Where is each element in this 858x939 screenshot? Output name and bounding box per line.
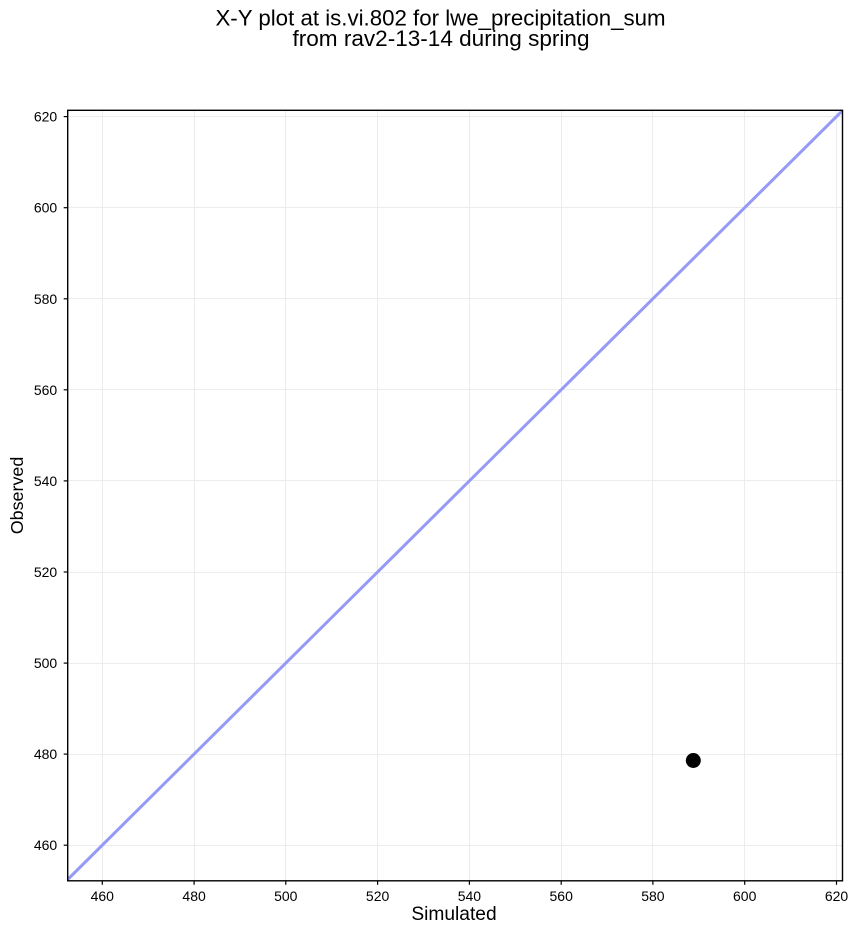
svg-text:600: 600: [34, 200, 58, 216]
svg-text:540: 540: [458, 888, 482, 904]
svg-text:460: 460: [34, 837, 58, 853]
svg-text:560: 560: [34, 382, 58, 398]
svg-text:620: 620: [825, 888, 849, 904]
svg-text:560: 560: [550, 888, 574, 904]
svg-text:520: 520: [366, 888, 390, 904]
svg-text:500: 500: [274, 888, 298, 904]
svg-text:Observed: Observed: [7, 457, 27, 535]
svg-text:480: 480: [182, 888, 206, 904]
svg-text:460: 460: [91, 888, 115, 904]
svg-text:from rav2-13-14 during spring: from rav2-13-14 during spring: [292, 26, 589, 51]
svg-text:480: 480: [34, 746, 58, 762]
svg-text:520: 520: [34, 564, 58, 580]
svg-text:540: 540: [34, 473, 58, 489]
svg-text:X-Y plot at is.vi.802 for lwe_: X-Y plot at is.vi.802 for lwe_precipitat…: [215, 6, 665, 31]
svg-text:Simulated: Simulated: [411, 904, 496, 925]
svg-text:500: 500: [34, 655, 58, 671]
svg-text:580: 580: [34, 291, 58, 307]
svg-text:620: 620: [34, 109, 58, 125]
svg-text:580: 580: [641, 888, 665, 904]
svg-text:600: 600: [733, 888, 757, 904]
